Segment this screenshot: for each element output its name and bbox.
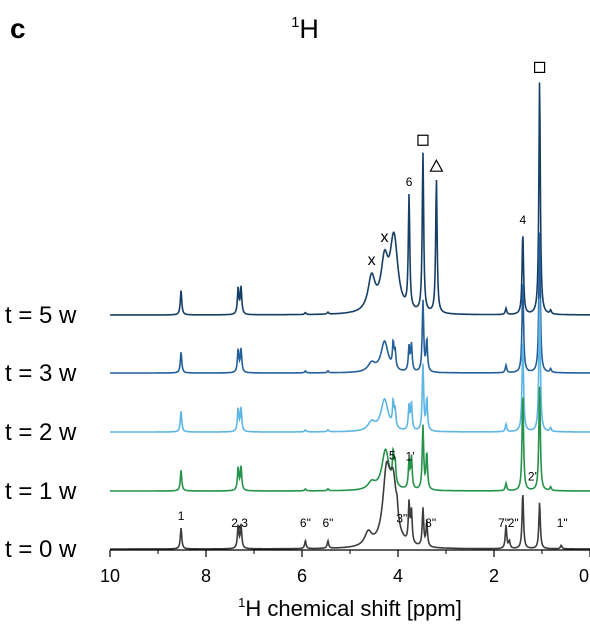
peak-label: 6 (406, 175, 413, 189)
series-labels-group: t = 5 w t = 3 w t = 2 w t = 1 w t = 0 w (5, 302, 77, 563)
x-tick-label: 8 (201, 566, 211, 586)
triangle-peak-marker (429, 158, 444, 172)
series-label: t = 5 w (5, 302, 77, 329)
square-peak-marker (533, 61, 546, 74)
spectrum-line-series-3 (110, 386, 590, 492)
peak-label: 2' (528, 470, 537, 484)
spectrum-line-series-2 (110, 298, 590, 433)
series-label: t = 0 w (5, 536, 77, 563)
peak-label: 6" (300, 516, 311, 530)
peak-label: 1' (406, 450, 415, 464)
series-label: t = 1 w (5, 478, 77, 505)
peak-label: x (381, 229, 389, 246)
x-tick-label: 2 (489, 566, 499, 586)
x-tick-label: 6 (297, 566, 307, 586)
series-label: t = 3 w (5, 360, 77, 387)
chart-title-main: H (299, 14, 319, 44)
peak-label: 4 (519, 213, 526, 227)
chart-title-superscript: 1 (291, 14, 299, 31)
x-axis-ticks: 10 8 6 4 2 0 (100, 550, 590, 586)
chart-title: 1H (291, 14, 319, 44)
peak-label: 7" (498, 516, 509, 530)
x-axis-label-main: H chemical shift [ppm] (245, 596, 461, 621)
x-axis-label-superscript: 1 (238, 595, 245, 610)
peak-label: 1" (557, 516, 568, 530)
peak-label: 2,3 (231, 516, 248, 530)
peak-label: x (368, 252, 376, 269)
x-tick-label: 4 (393, 566, 403, 586)
x-tick-label: 0 (579, 566, 589, 586)
spectra-series-group (110, 82, 590, 550)
peak-label: 2" (508, 516, 519, 530)
spectrum-line-series-4 (110, 460, 590, 550)
peak-label: 8" (425, 516, 436, 530)
peak-labels-group: 1 2,3 6" 6" 5 3" 1' 8" 7"2" 2' 1" 6 4 xx (178, 61, 568, 530)
x-tick-label: 10 (100, 566, 120, 586)
spectrum-line-series-1 (110, 232, 590, 374)
peak-label: 1 (178, 509, 185, 523)
panel-label: c (10, 13, 26, 44)
x-axis-label: 1H chemical shift [ppm] (238, 595, 462, 621)
peak-label: 5 (389, 448, 396, 462)
peak-label: 3" (396, 512, 407, 526)
peak-label: 6" (322, 516, 333, 530)
series-label: t = 2 w (5, 419, 77, 446)
square-peak-marker (417, 134, 429, 146)
spectrum-line-series-0 (110, 82, 590, 316)
